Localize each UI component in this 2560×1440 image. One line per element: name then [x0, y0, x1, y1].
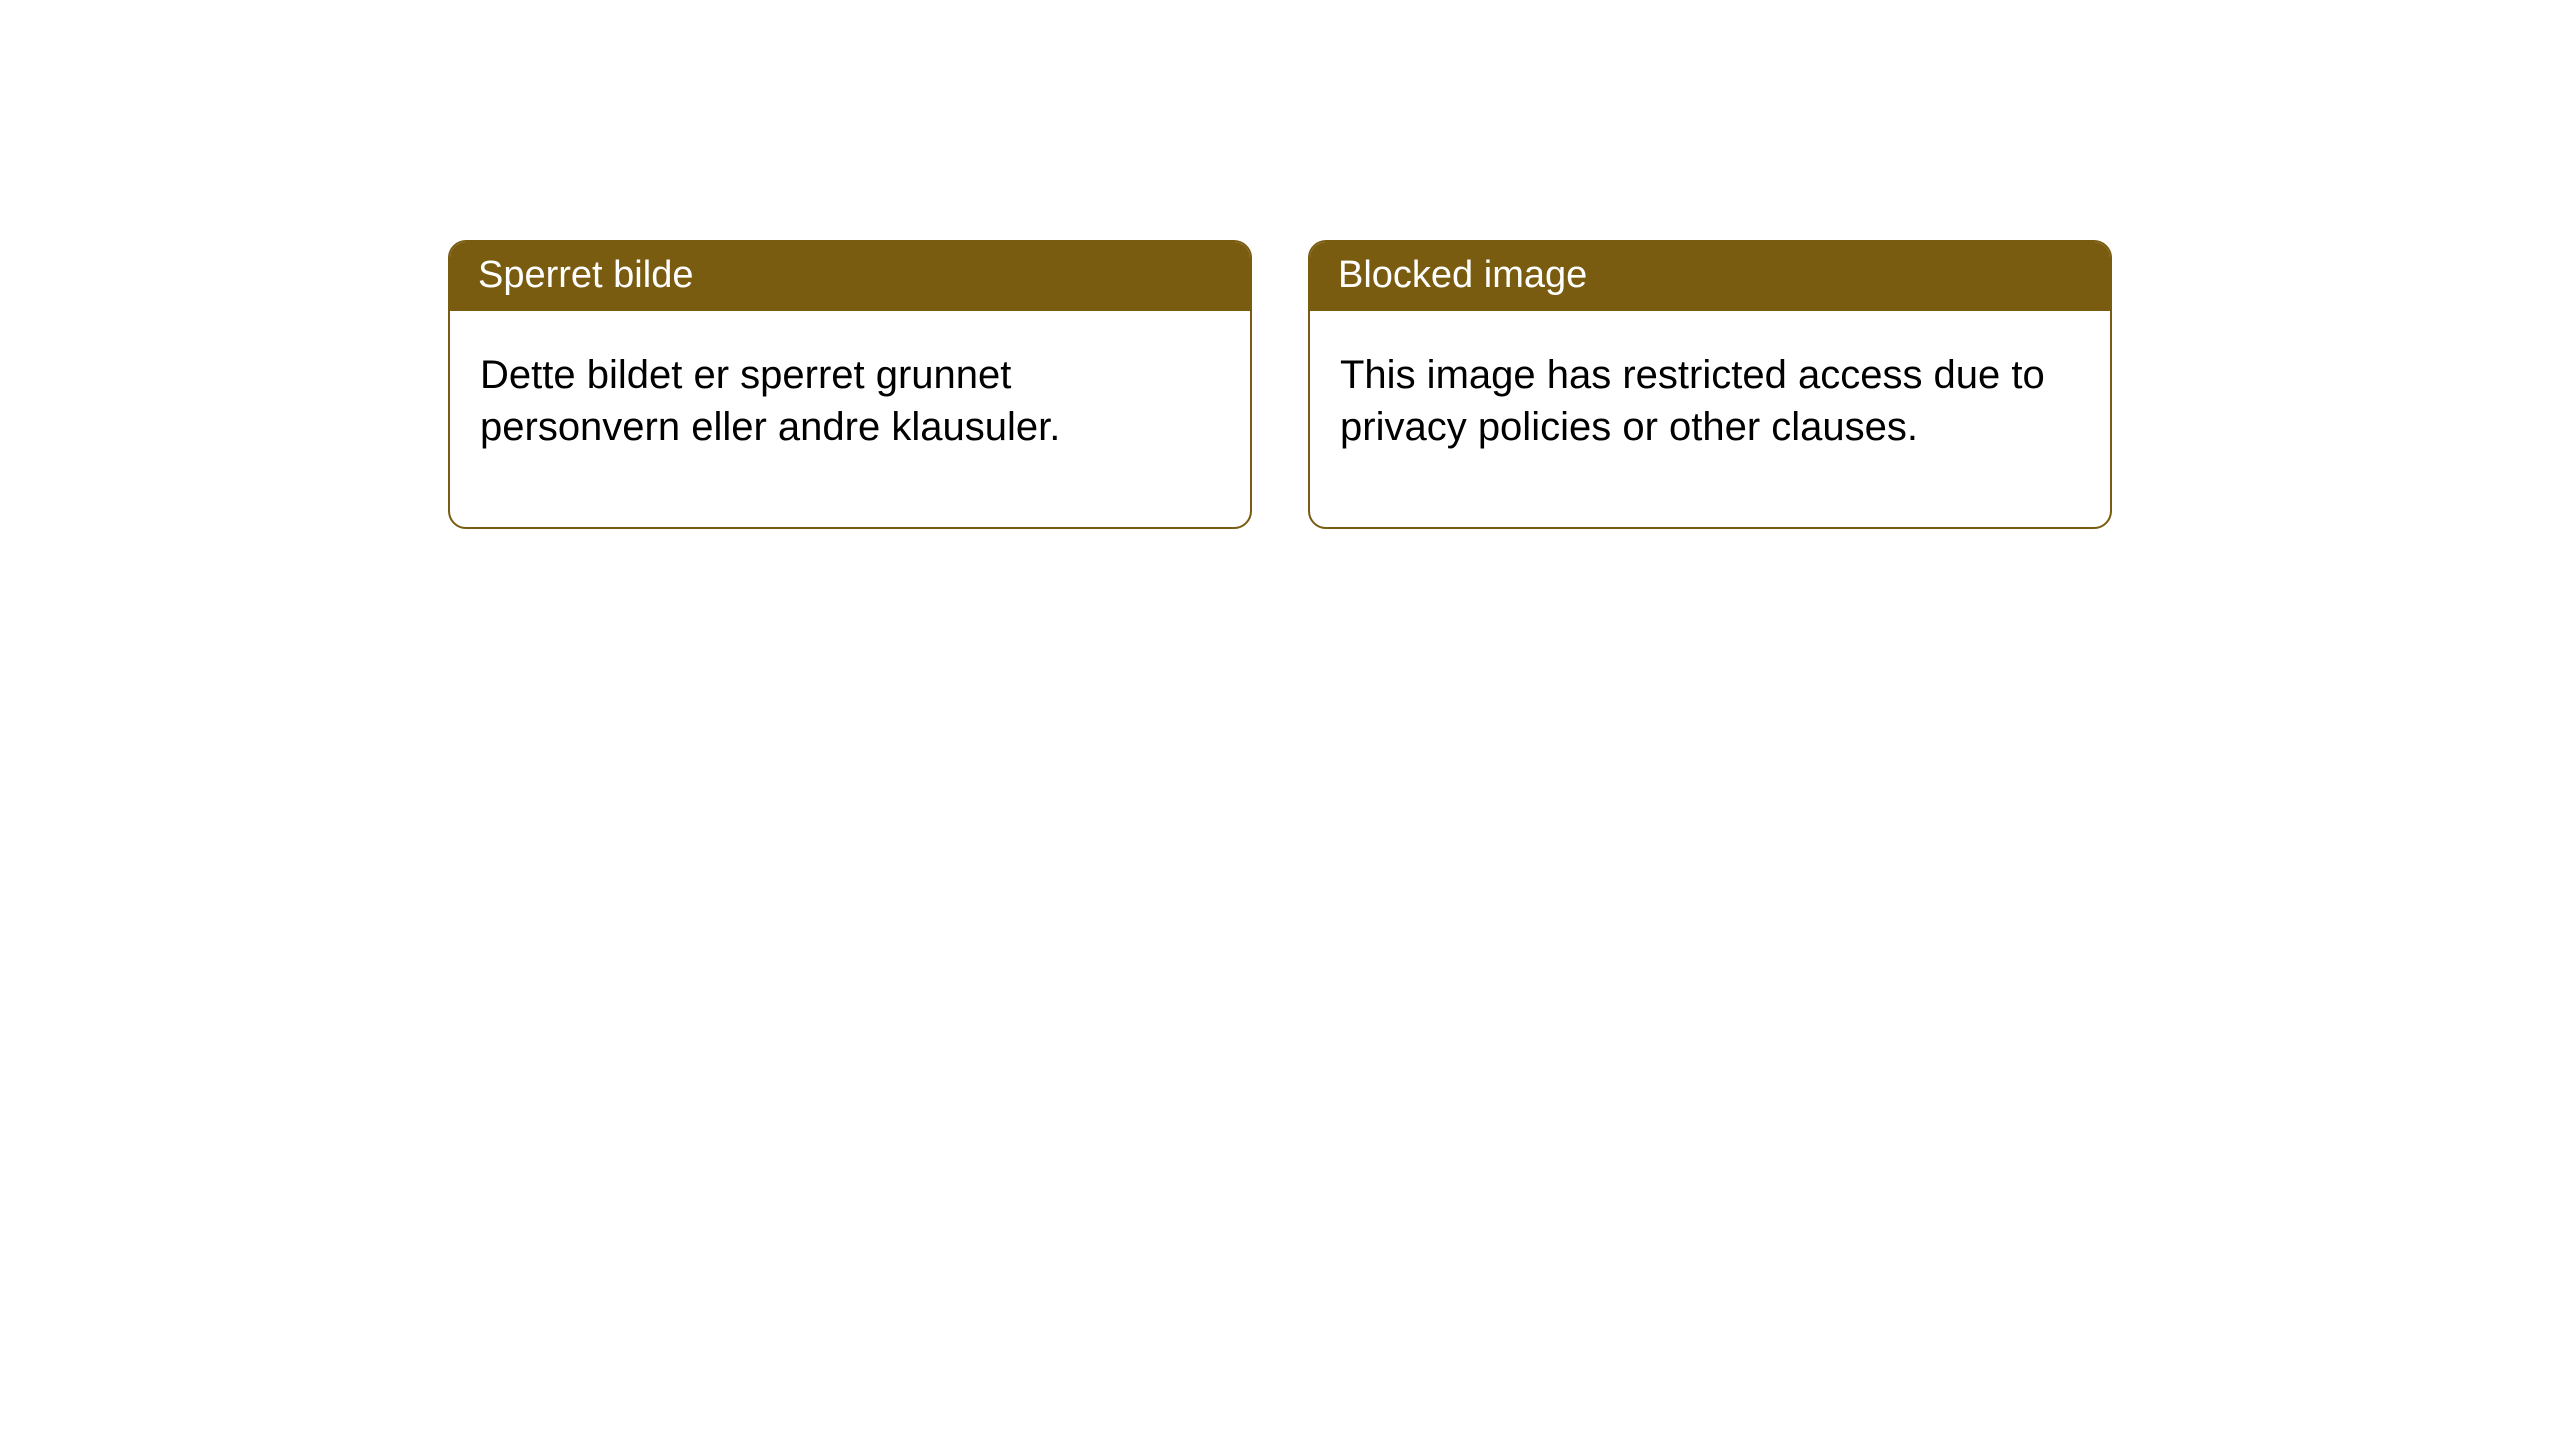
notice-card-english: Blocked image This image has restricted …	[1308, 240, 2112, 529]
card-title: Blocked image	[1338, 254, 1587, 296]
notice-card-norwegian: Sperret bilde Dette bildet er sperret gr…	[448, 240, 1252, 529]
card-header: Blocked image	[1310, 242, 2110, 311]
card-title: Sperret bilde	[478, 254, 693, 296]
card-body: This image has restricted access due to …	[1310, 311, 2110, 527]
card-header: Sperret bilde	[450, 242, 1250, 311]
card-message: Dette bildet er sperret grunnet personve…	[480, 353, 1060, 449]
card-message: This image has restricted access due to …	[1340, 353, 2045, 449]
card-body: Dette bildet er sperret grunnet personve…	[450, 311, 1250, 527]
notice-container: Sperret bilde Dette bildet er sperret gr…	[448, 240, 2112, 529]
